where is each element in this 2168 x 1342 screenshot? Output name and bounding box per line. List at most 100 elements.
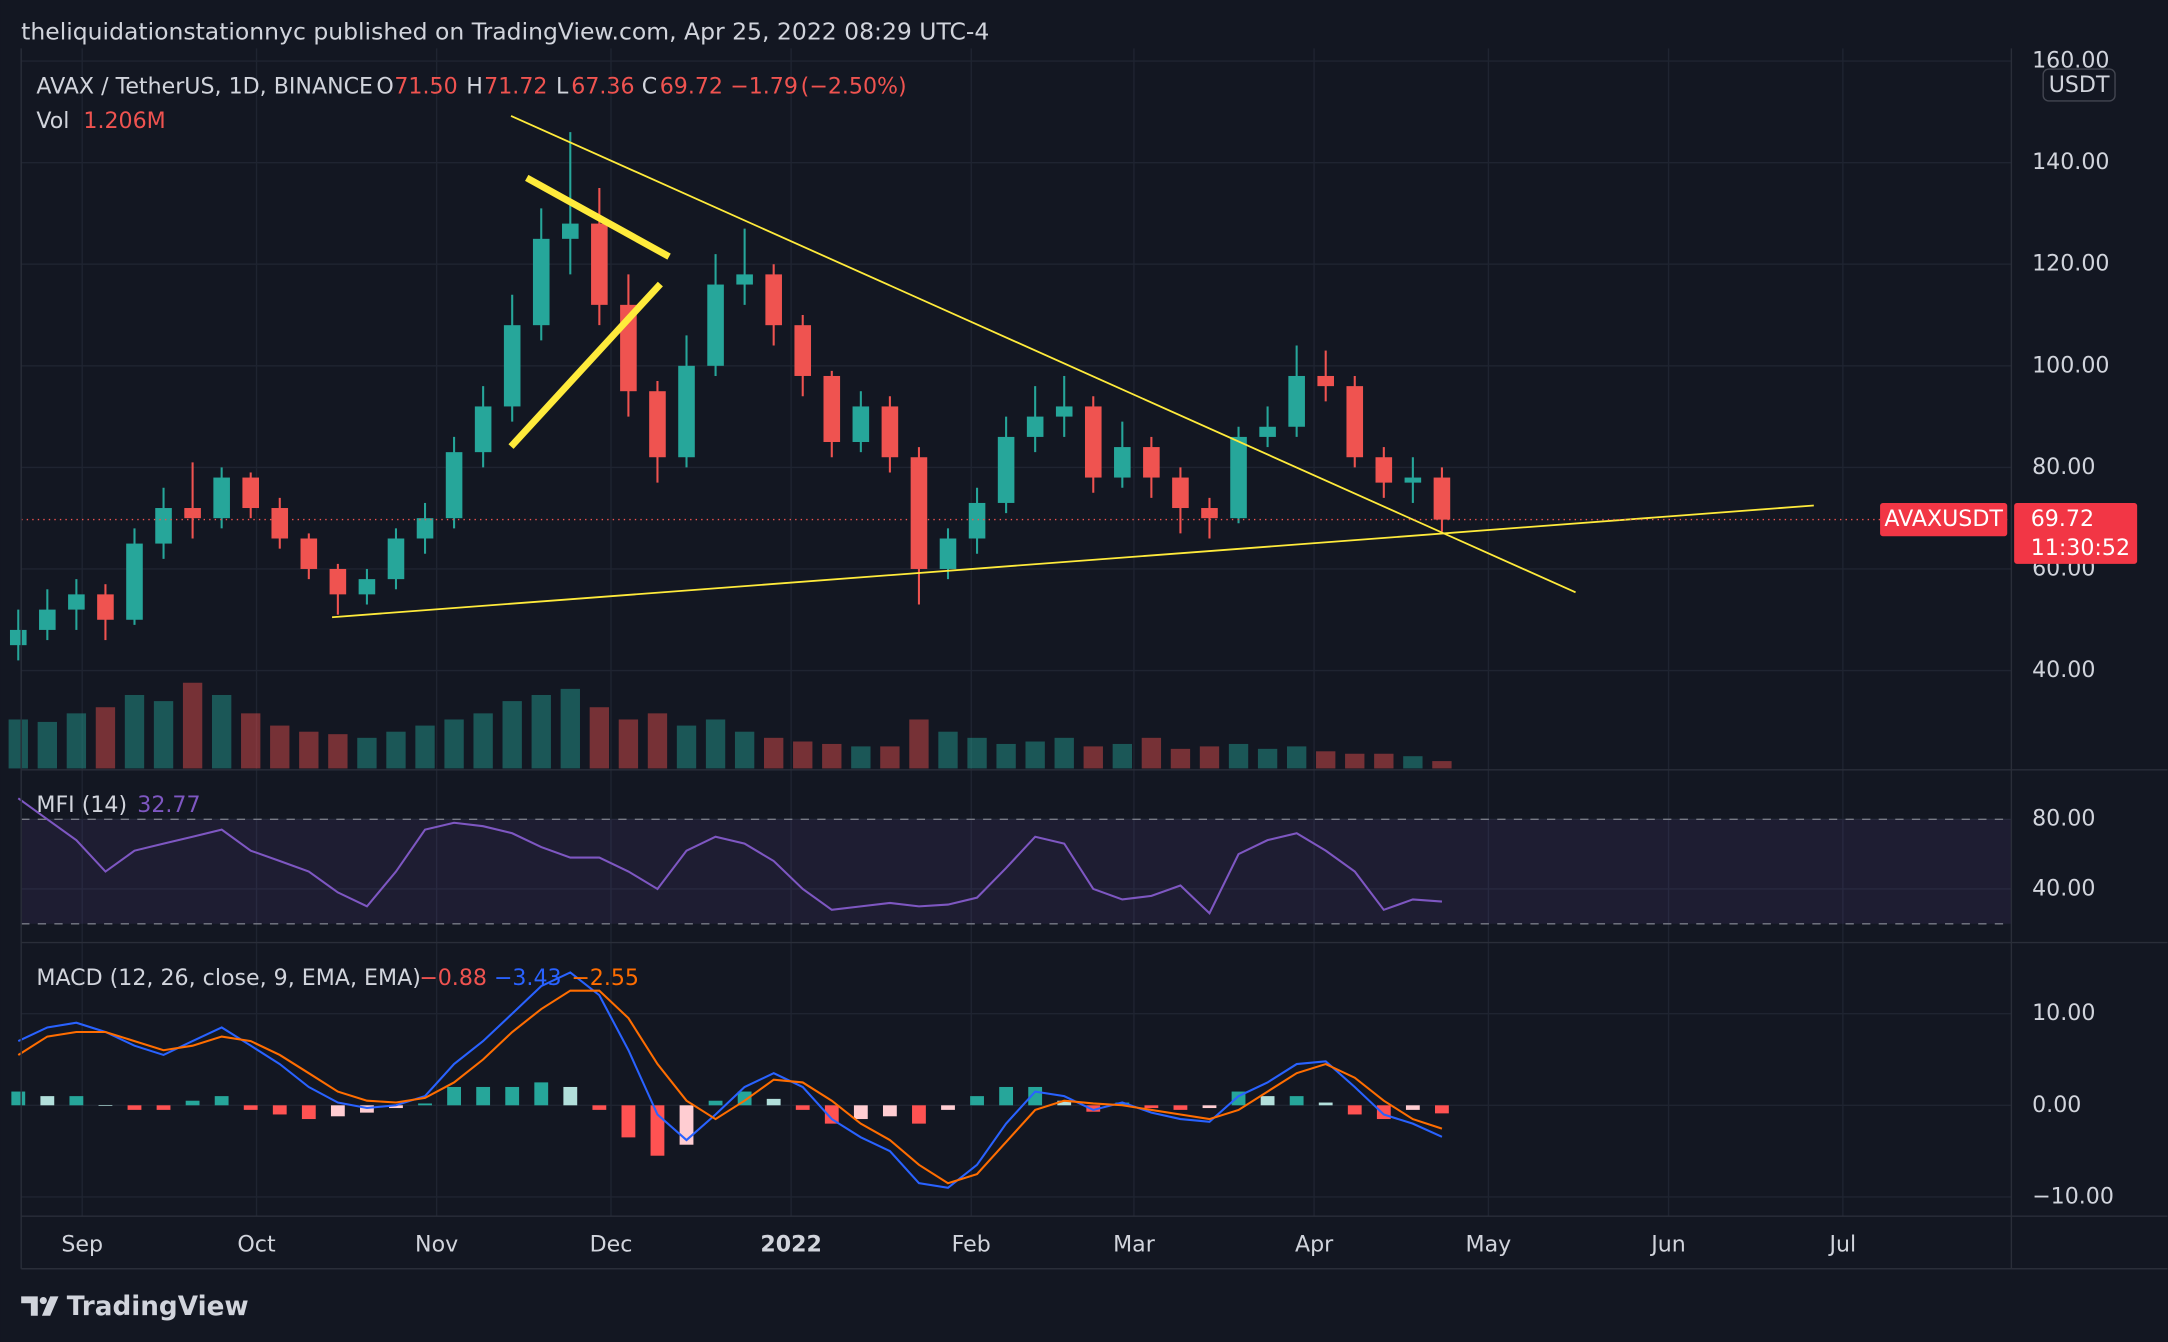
x-tick-label: Dec [590,1232,633,1258]
macd-histogram-bar [476,1086,491,1106]
volume-bar [1025,741,1045,769]
macd-histogram-bar [301,1105,316,1120]
candle-body [1433,477,1451,520]
volume-readout: 1.206M [83,108,165,134]
trendline [510,115,1576,594]
volume-bar [676,725,697,769]
candle-body [242,477,259,509]
x-tick-label: Jul [1828,1232,1857,1258]
macd-histogram-bar [708,1100,723,1106]
candle-body [881,406,899,458]
volume-bar [1054,737,1074,769]
candle-body [1143,447,1160,478]
ohlc-key: C [642,74,657,100]
x-tick-label: Mar [1113,1232,1156,1258]
candle-body [387,538,405,580]
volume-bar [415,725,435,769]
candle-body [823,375,841,442]
volume-bar [299,731,319,769]
candle-body [39,609,56,630]
symbol-tag-label: AVAXUSDT [1884,506,2003,532]
volume-bar [37,721,58,769]
logo-dot [39,1296,47,1305]
candle-body [445,452,463,519]
ohlc-value: 67.36 [571,74,634,100]
macd-histogram-bar [1115,1102,1130,1106]
signal-line [17,989,1443,1185]
macd-histogram-bar [447,1086,461,1106]
candle-body [474,406,492,453]
macd-histogram-bar [621,1105,636,1138]
x-tick-label: Oct [237,1232,276,1258]
y-tick-label: 80.00 [2032,806,2095,832]
y-tick-label: 80.00 [2032,454,2095,480]
volume-bar [531,694,551,769]
macd-histogram-bar [1144,1105,1159,1109]
price-tag [2014,503,2138,564]
candle-body [591,223,608,305]
macd-histogram-bar [185,1100,200,1106]
macd-histogram-bar [40,1096,55,1106]
volume-bar [502,701,522,769]
volume-name: Vol [36,108,69,134]
candle-body [968,502,986,539]
macd-histogram-bar [592,1105,607,1110]
macd-histogram-bar [330,1105,345,1117]
candle-body [416,518,434,539]
plot [8,115,2012,1189]
candle-body [300,538,318,569]
candle-body [794,325,812,376]
candle-body [707,284,724,366]
ohlc-key: O [376,74,393,100]
candle-body [184,508,201,519]
volume-bar [996,743,1016,769]
candle-body [1259,426,1276,437]
volume-bar [764,737,784,769]
volume-bar [618,719,639,769]
macd-histogram-bar [505,1086,520,1106]
volume-bar [1083,746,1103,769]
y-tick-label: 120.00 [2032,251,2109,277]
macd-histogram-bar [795,1105,810,1110]
volume-bar [822,743,842,769]
change: −1.79 [730,74,798,100]
mfi-band [21,819,2012,924]
macd-histogram-bar [766,1098,781,1106]
ohlc-key: H [466,74,483,100]
ohlc-value: 71.50 [394,74,457,100]
macd-histogram-bar [11,1091,26,1106]
candle-body [649,391,666,458]
candle-body [97,594,114,620]
volume-bar [734,731,755,769]
volume-bar [1228,743,1249,769]
ohlc-value: 71.72 [484,74,547,100]
volume-bar [1374,753,1394,769]
logo-mark [21,1296,59,1316]
candle-body [9,629,27,646]
price-tag-countdown: 11:30:52 [2031,535,2130,561]
candle-body [1230,436,1247,519]
volume-bar [153,701,174,769]
macd-histogram-bar [1318,1102,1333,1106]
candle-body [1055,406,1073,417]
currency-box [2042,68,2116,102]
trendline [508,281,663,449]
volume-bar [66,713,87,769]
macd-hist-readout: −0.88 [419,965,487,991]
volume-bar [560,688,580,769]
macd-histogram-bar [824,1105,839,1124]
candle-body [765,274,782,326]
candle-body [329,568,347,595]
y-tick-label: 100.00 [2032,352,2109,378]
macd-histogram-bar [1173,1105,1188,1110]
macd-histogram-bar [912,1105,926,1124]
y-tick-label: 40.00 [2032,875,2095,901]
volume-bar [473,713,493,769]
candle-body [1346,386,1364,458]
candle-body [271,508,289,539]
x-tick-label: Nov [415,1232,458,1258]
volume-bar [1112,743,1132,769]
volume-bar [95,707,116,769]
